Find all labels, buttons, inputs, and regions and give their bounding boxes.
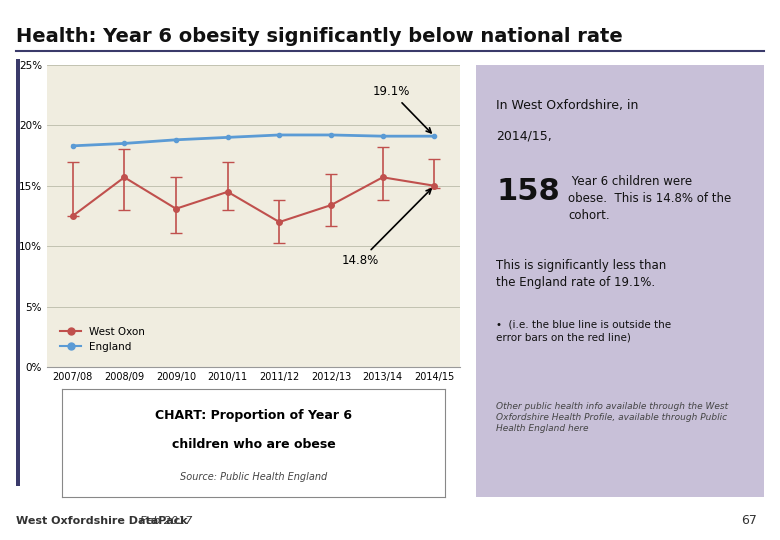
Text: CHART: Proportion of Year 6: CHART: Proportion of Year 6 bbox=[155, 409, 352, 422]
Text: Year 6 children were
obese.  This is 14.8% of the
cohort.: Year 6 children were obese. This is 14.8… bbox=[568, 175, 732, 222]
Text: Other public health info available through the West
Oxfordshire Health Profile, : Other public health info available throu… bbox=[496, 402, 728, 433]
Text: •  (i.e. the blue line is outside the
error bars on the red line): • (i.e. the blue line is outside the err… bbox=[496, 320, 671, 343]
Legend: West Oxon, England: West Oxon, England bbox=[56, 322, 150, 356]
Text: In West Oxfordshire, in: In West Oxfordshire, in bbox=[496, 99, 638, 112]
Text: Source: Public Health England: Source: Public Health England bbox=[180, 472, 327, 482]
Text: children who are obese: children who are obese bbox=[172, 438, 335, 451]
Text: 2014/15,: 2014/15, bbox=[496, 130, 551, 143]
Text: 67: 67 bbox=[741, 514, 757, 526]
Text: 19.1%: 19.1% bbox=[372, 85, 431, 133]
Text: West Oxfordshire DataPack: West Oxfordshire DataPack bbox=[16, 516, 187, 526]
Text: Feb 2017: Feb 2017 bbox=[140, 516, 193, 526]
Text: 158: 158 bbox=[496, 177, 560, 206]
Text: 14.8%: 14.8% bbox=[342, 189, 431, 267]
Text: This is significantly less than
the England rate of 19.1%.: This is significantly less than the Engl… bbox=[496, 259, 666, 289]
Text: Health: Year 6 obesity significantly below national rate: Health: Year 6 obesity significantly bel… bbox=[16, 27, 622, 46]
